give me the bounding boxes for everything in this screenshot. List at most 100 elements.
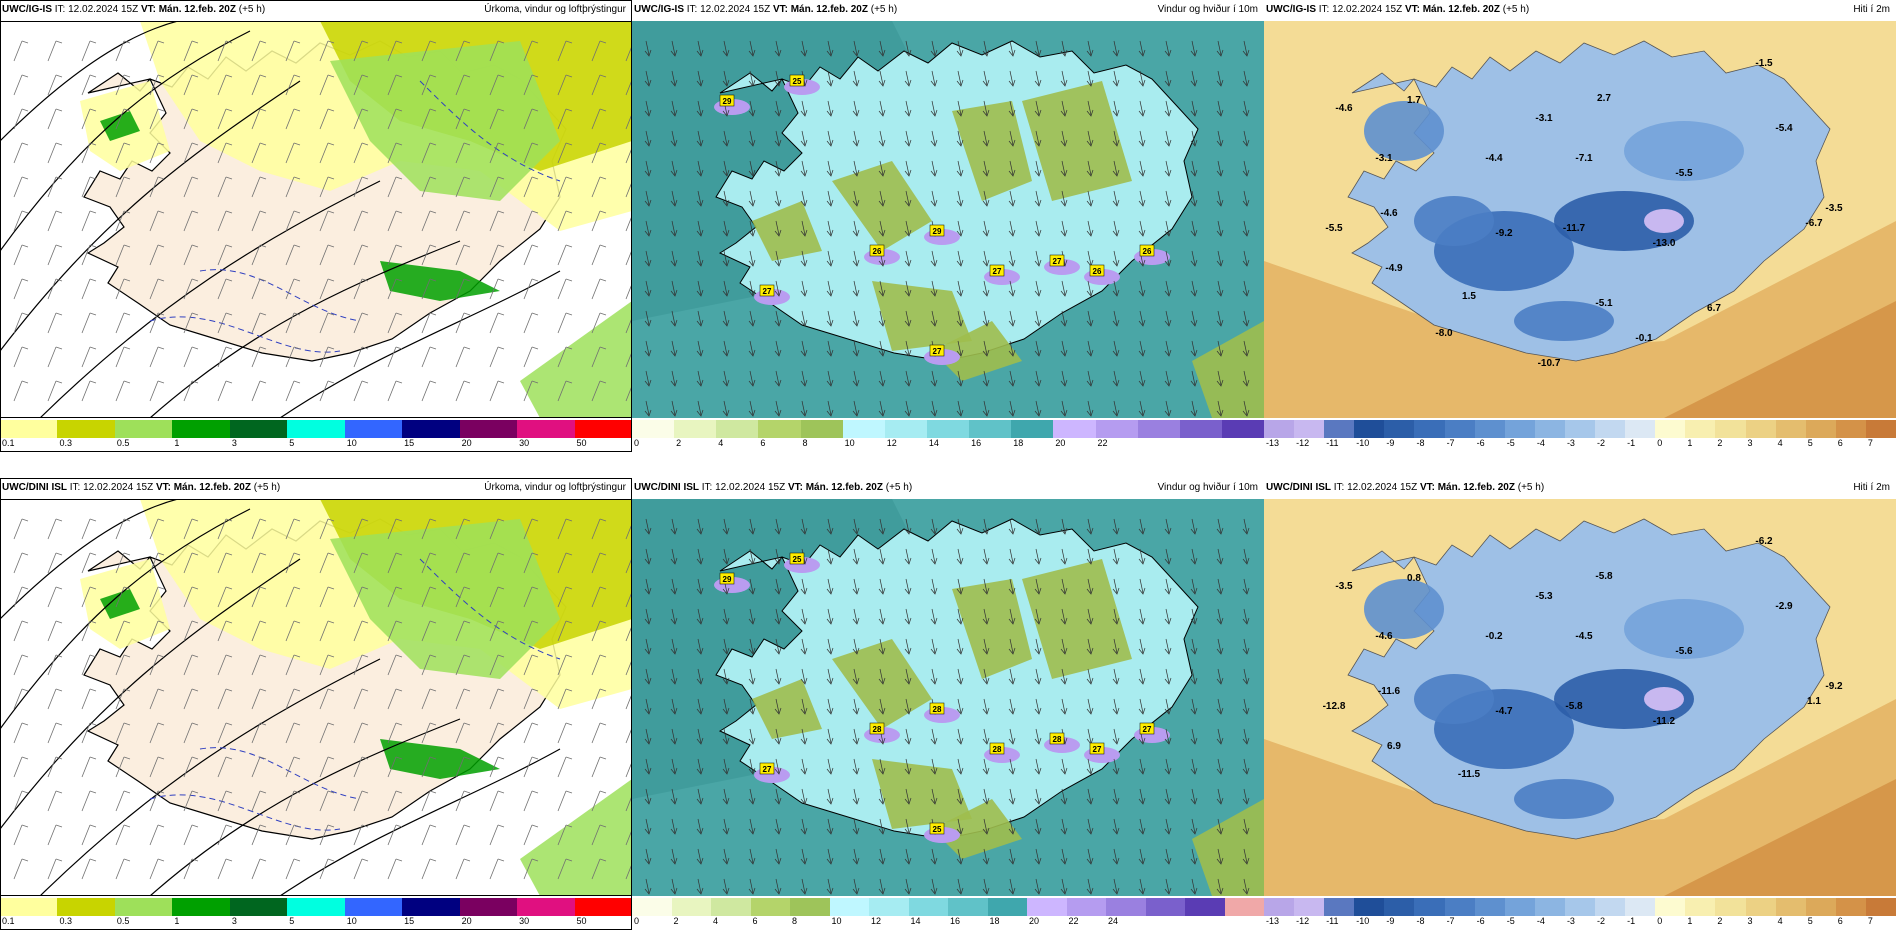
wind-arrow <box>1138 190 1146 207</box>
wind-arrow <box>904 220 912 237</box>
wind-barb <box>251 552 267 574</box>
wind-barb <box>251 756 267 778</box>
wind-barb <box>149 688 165 710</box>
wind-arrow <box>1060 40 1068 57</box>
wind-arrow <box>1216 400 1224 417</box>
wind-barb <box>489 858 505 880</box>
wind-arrow <box>982 578 990 595</box>
scale-swatch <box>1145 898 1185 916</box>
wind-arrow <box>904 190 912 207</box>
wind-arrow <box>1034 370 1042 387</box>
wind-barb <box>455 244 471 266</box>
wind-arrow <box>722 40 730 57</box>
wind-barb <box>455 346 471 368</box>
wind-arrow <box>1216 340 1224 357</box>
calm-zone <box>752 679 822 739</box>
cold-area <box>1514 301 1614 341</box>
wind-arrow <box>878 668 886 685</box>
wind-arrow <box>774 518 782 535</box>
wind-arrow <box>722 878 730 895</box>
wind-barb <box>13 586 29 608</box>
wind-arrow <box>826 848 834 865</box>
wind-barb <box>149 244 165 266</box>
cold-area <box>1514 779 1614 819</box>
wind-arrow <box>722 250 730 267</box>
gust-label: 28 <box>989 742 1005 755</box>
wind-arrow <box>1008 70 1016 87</box>
scale-swatch <box>0 898 58 916</box>
wind-arrow <box>1060 70 1068 87</box>
wind-arrow <box>826 160 834 177</box>
wind-barb <box>183 142 199 164</box>
wind-barb <box>217 74 233 96</box>
wind-arrow <box>1242 638 1250 655</box>
wind-barb <box>13 824 29 846</box>
wind-barb <box>557 552 573 574</box>
wind-arrow <box>956 728 964 745</box>
wind-barb <box>115 244 131 266</box>
wind-arrow <box>722 220 730 237</box>
wind-arrow <box>1216 788 1224 805</box>
wind-barb <box>47 346 63 368</box>
scale-swatch <box>574 420 632 438</box>
wind-arrow <box>1008 578 1016 595</box>
wind-arrow <box>800 818 808 835</box>
wind-arrow <box>774 250 782 267</box>
wind-arrow <box>1164 100 1172 117</box>
temp-label: -0.2 <box>1485 631 1503 642</box>
scale-swatch <box>57 420 115 438</box>
isobar-line <box>0 80 301 352</box>
wind-barb <box>455 176 471 198</box>
wind-arrow <box>1164 578 1172 595</box>
wind-arrow <box>1008 400 1016 417</box>
scale-tick: 0.5 <box>116 438 130 448</box>
wind-arrow <box>930 788 938 805</box>
temp-label: -3.1 <box>1375 153 1393 164</box>
wind-arrow <box>982 638 990 655</box>
svg-text:27: 27 <box>763 287 772 296</box>
wind-barb <box>115 346 131 368</box>
calm-zone <box>932 321 1022 381</box>
wind-arrow <box>1216 310 1224 327</box>
wind-barb <box>13 654 29 676</box>
scale-swatch <box>908 898 948 916</box>
wind-arrow <box>774 728 782 745</box>
glacier-area <box>1644 687 1684 711</box>
wind-barb <box>591 756 607 778</box>
temp-label: -11.7 <box>1563 223 1586 234</box>
wind-barb <box>13 40 29 62</box>
scale-swatch <box>1715 898 1746 916</box>
wind-arrow <box>1034 578 1042 595</box>
wind-arrow <box>1164 638 1172 655</box>
wind-barb <box>81 346 97 368</box>
wind-arrow <box>644 608 652 625</box>
wind-arrow <box>826 70 834 87</box>
wind-arrow <box>852 40 860 57</box>
wind-barb <box>455 858 471 880</box>
wind-barb <box>353 380 369 402</box>
wind-barb <box>217 346 233 368</box>
wind-barb <box>387 210 403 232</box>
wind-arrow <box>722 818 730 835</box>
wind-arrow <box>1112 848 1120 865</box>
wind-arrow <box>1190 608 1198 625</box>
wind-arrow <box>644 220 652 237</box>
wind-barb <box>183 346 199 368</box>
wind-barb <box>625 350 632 368</box>
wind-barb <box>149 176 165 198</box>
wind-arrow <box>1060 160 1068 177</box>
wind-barb <box>319 210 335 232</box>
wind-arrow <box>982 250 990 267</box>
scale-tick: 10 <box>831 916 842 926</box>
cold-area <box>1624 599 1744 659</box>
scale-swatch <box>1504 420 1535 438</box>
wind-arrow <box>956 160 964 177</box>
wind-arrow <box>748 100 756 117</box>
wind-arrow <box>696 280 704 297</box>
scale-tick: 10 <box>346 438 357 448</box>
wind-arrow <box>1138 220 1146 237</box>
wind-barb <box>421 756 437 778</box>
panel-header: UWC/DINI ISL IT: 12.02.2024 15Z VT: Mán.… <box>632 478 1264 498</box>
temp-label: -3.5 <box>1335 581 1353 592</box>
warm-sea <box>1264 699 1896 896</box>
